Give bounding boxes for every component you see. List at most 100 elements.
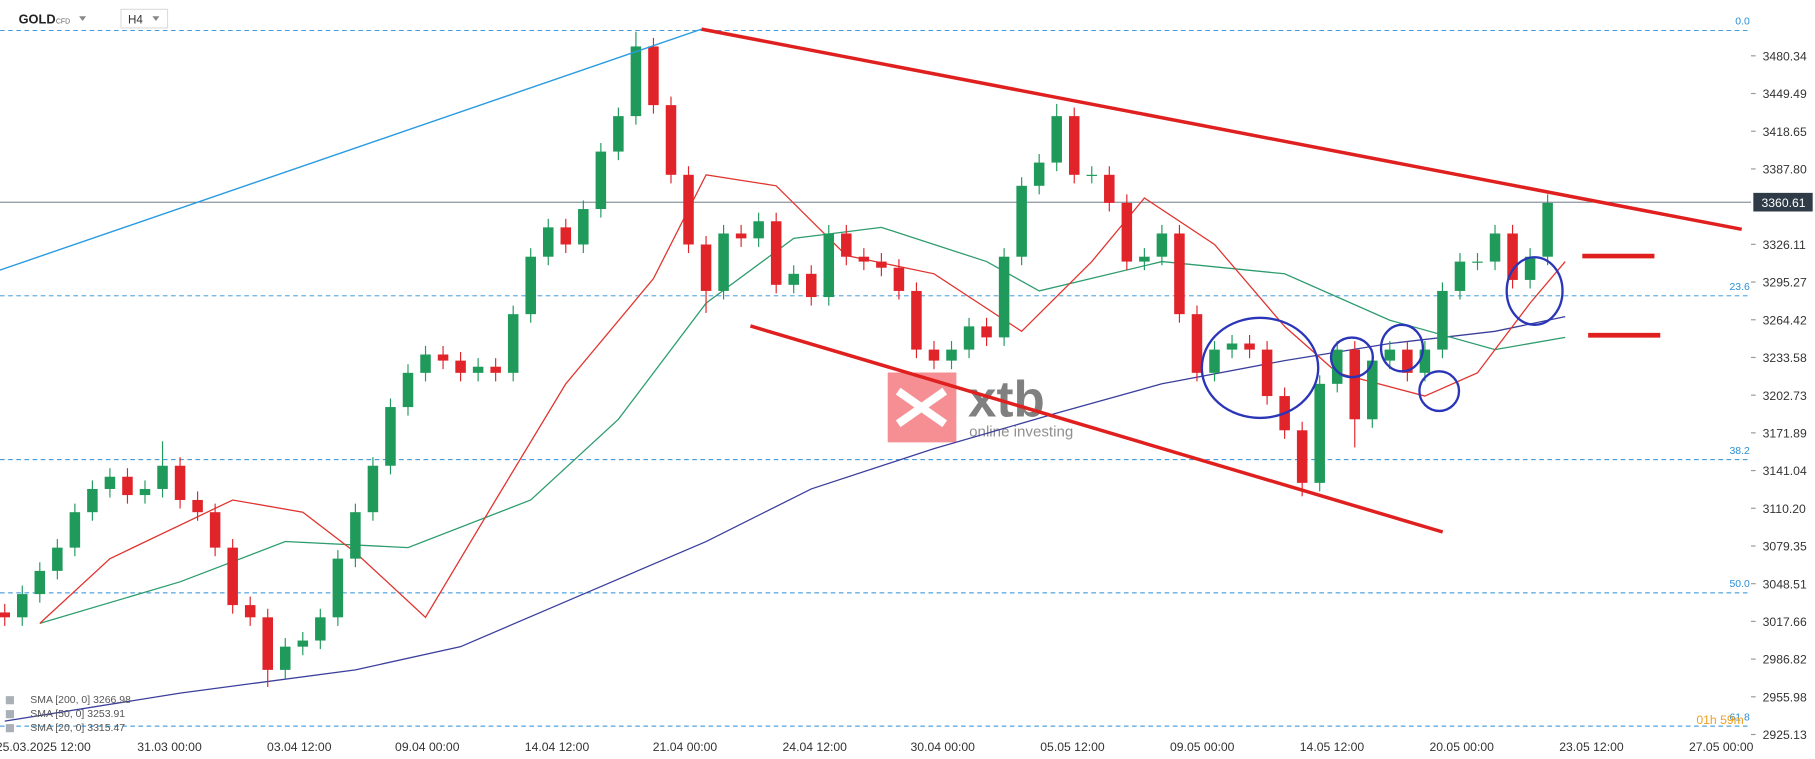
candle-body	[1402, 349, 1413, 373]
candle-body	[1104, 174, 1115, 203]
candle-body	[104, 476, 116, 489]
candle-body	[280, 646, 291, 670]
x-tick-label: 24.04 12:00	[783, 740, 848, 754]
candle-body	[0, 612, 10, 618]
candle-body	[1507, 233, 1518, 280]
symbol[interactable]: GOLD	[19, 11, 56, 26]
candle-body	[753, 221, 764, 239]
candle-body	[805, 273, 817, 298]
last-price-label: 3360.61	[1761, 196, 1805, 210]
fib-label: 23.6	[1729, 282, 1750, 293]
candle-body	[1209, 349, 1220, 373]
candle-body	[420, 354, 431, 373]
candle-body	[139, 488, 151, 496]
candle-body	[1384, 349, 1396, 361]
candle-body	[1086, 174, 1098, 176]
candle-body	[928, 349, 940, 361]
candle-body	[34, 570, 46, 595]
candle-body	[858, 256, 870, 262]
candle-body	[157, 465, 168, 489]
candle-body	[1139, 256, 1150, 262]
candle-body	[174, 465, 186, 500]
y-tick-label: 3295.27	[1763, 276, 1807, 290]
trend-line	[749, 324, 1444, 534]
candle-body	[893, 267, 905, 291]
x-tick-label: 25.03.2025 12:00	[0, 740, 91, 754]
candle-body	[560, 227, 572, 245]
last-price-box	[1753, 192, 1813, 212]
fib-label: 0.0	[1735, 17, 1750, 28]
x-tick-label: 31.03 00:00	[137, 740, 202, 754]
candle-body	[963, 326, 975, 350]
x-tick-label: 30.04 00:00	[911, 740, 976, 754]
y-tick-label: 3233.58	[1763, 351, 1807, 365]
candle-body	[227, 547, 238, 606]
candle-body	[1314, 383, 1325, 483]
candle-body	[52, 547, 63, 571]
dropdown-icon[interactable]	[152, 16, 160, 21]
y-tick-label: 3017.66	[1763, 615, 1807, 629]
candle-body	[1367, 360, 1378, 420]
candle-body	[718, 233, 729, 291]
candle-body	[525, 256, 536, 315]
y-tick-label: 3387.80	[1763, 163, 1807, 177]
candle-body	[1051, 116, 1062, 163]
x-tick-label: 20.05 00:00	[1429, 740, 1494, 754]
candle-body	[1226, 343, 1238, 350]
watermark-tagline: online investing	[969, 424, 1073, 441]
candle-body	[507, 314, 519, 373]
candle-body	[1191, 314, 1203, 373]
highlight-ellipse	[1505, 256, 1564, 326]
candle-body	[735, 233, 747, 239]
x-tick-label: 23.05 12:00	[1559, 740, 1624, 754]
candle-body	[1524, 256, 1536, 280]
candle-body	[472, 366, 484, 373]
legend-icon	[5, 696, 14, 705]
timeframe-box[interactable]	[120, 8, 169, 29]
candle-body	[946, 349, 957, 361]
candle-body	[665, 105, 677, 175]
candle-body	[192, 499, 203, 513]
candle-body	[1016, 185, 1027, 257]
candle-body	[630, 46, 642, 117]
sma-line	[39, 226, 1566, 624]
x-tick-label: 09.04 00:00	[395, 740, 460, 754]
candle-body	[367, 465, 379, 513]
y-tick-label: 3079.35	[1763, 540, 1807, 554]
y-tick-label: 2925.13	[1763, 728, 1807, 742]
timeframe[interactable]: H4	[128, 13, 143, 26]
candle-body	[402, 372, 414, 408]
candle-body	[1033, 162, 1045, 186]
candle-body	[841, 233, 852, 257]
candle-body	[209, 512, 221, 548]
candle-body	[578, 209, 589, 245]
candle-body	[1261, 349, 1273, 397]
header: GOLD CFD H4	[19, 8, 169, 29]
y-tick-label: 2986.82	[1763, 653, 1807, 667]
highlight-ellipse	[1418, 370, 1461, 413]
y-tick-label: 3418.65	[1763, 125, 1807, 139]
x-tick-label: 03.04 12:00	[267, 740, 332, 754]
candle-body	[17, 594, 28, 618]
candle-body	[1454, 261, 1466, 291]
dropdown-icon[interactable]	[79, 16, 87, 21]
highlight-ellipse	[1200, 316, 1320, 420]
fib-label: 50.0	[1729, 579, 1750, 590]
candle-body	[1296, 430, 1308, 483]
candle-body	[683, 174, 694, 245]
y-tick-label: 3202.73	[1763, 389, 1807, 403]
candle-body	[998, 256, 1010, 338]
symbol-type: CFD	[56, 18, 70, 25]
candle-body	[1419, 349, 1431, 373]
legend-icon	[5, 724, 14, 733]
y-tick-label: 2955.98	[1763, 690, 1807, 704]
countdown: 01h 59m	[1696, 713, 1743, 727]
legend-entry: SMA [200, 0] 3266.98	[30, 695, 131, 706]
candle-body	[613, 116, 624, 152]
candle-body	[297, 640, 309, 647]
watermark-logo-mark	[895, 387, 948, 428]
highlight-ellipse	[1329, 336, 1375, 379]
fib-label: 61.8	[1729, 712, 1750, 723]
